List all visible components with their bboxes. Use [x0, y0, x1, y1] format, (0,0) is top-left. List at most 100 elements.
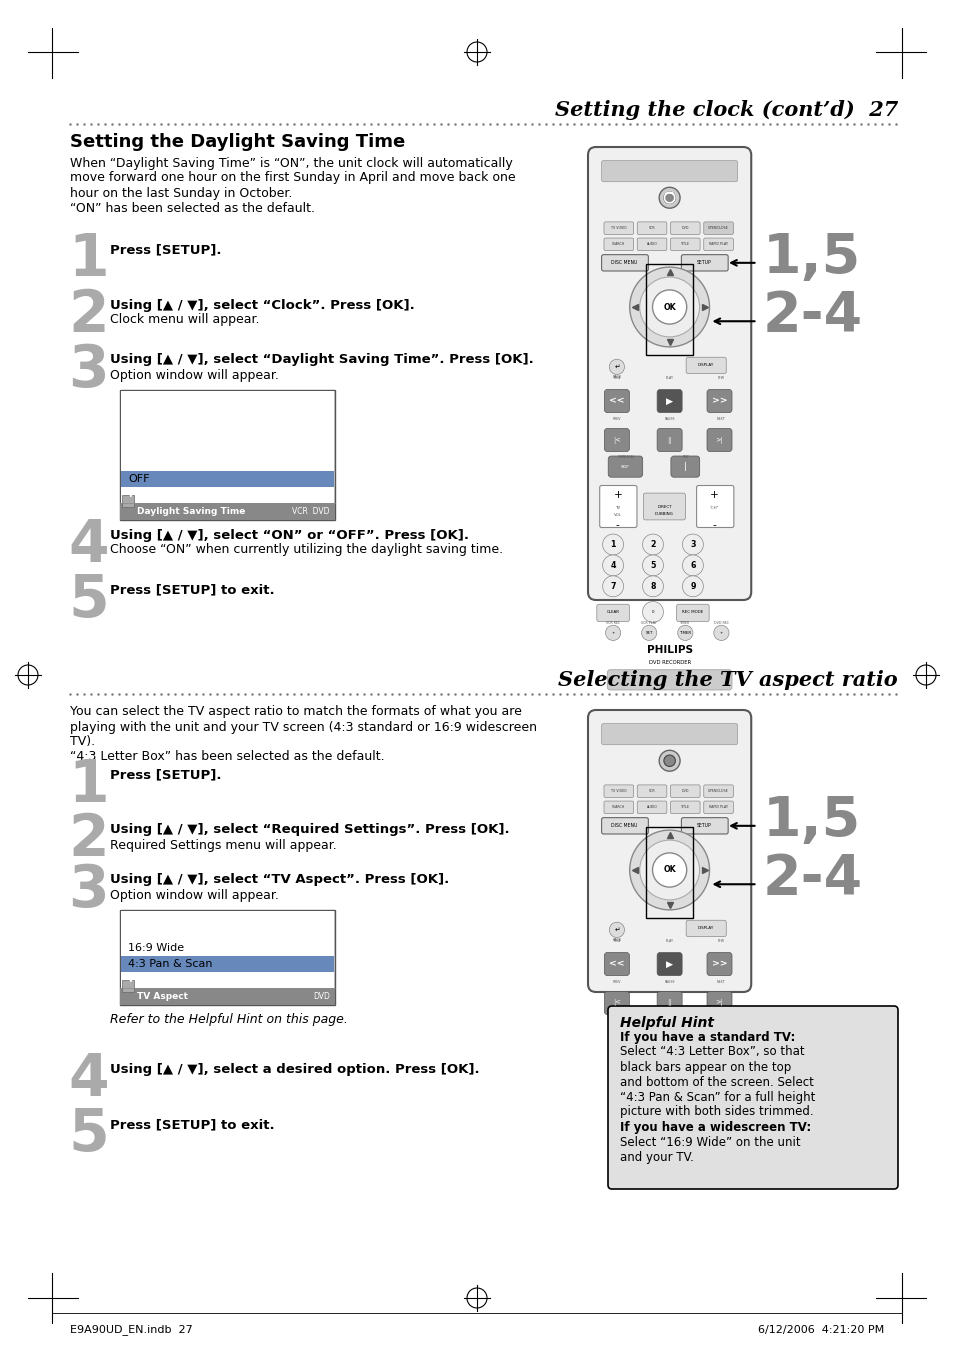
- FancyBboxPatch shape: [601, 254, 648, 272]
- FancyBboxPatch shape: [703, 785, 733, 797]
- Text: VCR: VCR: [648, 789, 655, 793]
- Text: VCR REC: VCR REC: [605, 621, 619, 626]
- Text: SKIP: SKIP: [620, 465, 629, 469]
- Text: “4:3 Letter Box” has been selected as the default.: “4:3 Letter Box” has been selected as th…: [70, 751, 384, 763]
- Text: VCR: VCR: [648, 226, 655, 230]
- Text: 1: 1: [68, 231, 109, 289]
- Text: If you have a widescreen TV:: If you have a widescreen TV:: [619, 1120, 810, 1133]
- Text: OPEN/CLOSE: OPEN/CLOSE: [707, 226, 728, 230]
- Text: DISC MENU: DISC MENU: [611, 823, 637, 828]
- Text: REW: REW: [613, 376, 620, 380]
- Text: “ON” has been selected as the default.: “ON” has been selected as the default.: [70, 201, 314, 215]
- FancyBboxPatch shape: [597, 604, 629, 621]
- FancyBboxPatch shape: [657, 389, 681, 412]
- Text: FFW: FFW: [718, 939, 724, 943]
- FancyBboxPatch shape: [670, 457, 699, 477]
- Text: OK: OK: [662, 866, 676, 874]
- Text: RAPID PLAY: RAPID PLAY: [708, 242, 727, 246]
- Text: >>: >>: [711, 397, 726, 405]
- Text: >|: >|: [715, 1000, 722, 1006]
- Text: Press [SETUP].: Press [SETUP].: [110, 769, 221, 781]
- FancyBboxPatch shape: [670, 785, 700, 797]
- Text: Using [▲ / ▼], select a desired option. Press [OK].: Using [▲ / ▼], select a desired option. …: [110, 1063, 479, 1077]
- Text: Option window will appear.: Option window will appear.: [110, 889, 278, 901]
- Text: CLEAR: CLEAR: [606, 609, 618, 613]
- Text: SETUP: SETUP: [697, 261, 711, 265]
- Text: Press [SETUP] to exit.: Press [SETUP] to exit.: [110, 1119, 274, 1132]
- Text: PAUSE: PAUSE: [663, 979, 674, 984]
- Circle shape: [639, 277, 699, 336]
- Text: 2-4: 2-4: [761, 852, 862, 907]
- FancyBboxPatch shape: [706, 952, 731, 975]
- FancyBboxPatch shape: [685, 357, 725, 374]
- Text: PREV: PREV: [612, 979, 620, 984]
- Bar: [645, 265, 693, 354]
- FancyBboxPatch shape: [670, 801, 700, 813]
- Bar: [645, 827, 693, 917]
- Text: TV: TV: [615, 507, 619, 511]
- Text: Daylight Saving Time: Daylight Saving Time: [137, 507, 245, 516]
- Text: Clock menu will appear.: Clock menu will appear.: [110, 313, 259, 327]
- Text: Using [▲ / ▼], select “Required Settings”. Press [OK].: Using [▲ / ▼], select “Required Settings…: [110, 824, 509, 836]
- Text: Option window will appear.: Option window will appear.: [110, 369, 278, 381]
- Text: ▶: ▶: [665, 959, 673, 969]
- Text: STOP: STOP: [682, 455, 689, 459]
- Text: ||: ||: [667, 436, 671, 443]
- Text: hour on the last Sunday in October.: hour on the last Sunday in October.: [70, 186, 292, 200]
- Text: 2-4: 2-4: [761, 289, 862, 343]
- Text: >>: >>: [711, 959, 726, 969]
- Text: Press [SETUP].: Press [SETUP].: [110, 243, 221, 257]
- Text: PAUSE: PAUSE: [663, 417, 674, 422]
- Circle shape: [642, 555, 662, 576]
- Bar: [121, 390, 334, 503]
- FancyBboxPatch shape: [657, 952, 681, 975]
- FancyBboxPatch shape: [587, 147, 750, 600]
- Text: +: +: [611, 631, 614, 635]
- Text: ||: ||: [667, 1000, 671, 1006]
- FancyBboxPatch shape: [657, 428, 681, 451]
- FancyBboxPatch shape: [670, 222, 700, 235]
- Text: DVD: DVD: [680, 789, 688, 793]
- Text: +: +: [719, 631, 722, 635]
- Text: VCR  DVD: VCR DVD: [293, 507, 330, 516]
- FancyBboxPatch shape: [706, 389, 731, 412]
- FancyBboxPatch shape: [604, 952, 629, 975]
- Text: |<: |<: [613, 1000, 620, 1006]
- Text: SEARCH: SEARCH: [612, 805, 625, 809]
- FancyBboxPatch shape: [680, 817, 727, 834]
- Text: TITLE: TITLE: [680, 805, 689, 809]
- Text: Setting the Daylight Saving Time: Setting the Daylight Saving Time: [70, 132, 405, 151]
- Circle shape: [609, 923, 624, 938]
- Text: 5: 5: [68, 1106, 109, 1163]
- Text: 1,5: 1,5: [761, 794, 860, 848]
- Text: 2: 2: [68, 812, 109, 869]
- Text: OFF: OFF: [128, 474, 150, 484]
- FancyBboxPatch shape: [601, 724, 737, 744]
- Bar: [120, 390, 335, 520]
- Bar: [122, 494, 133, 507]
- Text: VOL: VOL: [613, 513, 621, 517]
- Text: Select “4:3 Letter Box”, so that: Select “4:3 Letter Box”, so that: [619, 1046, 803, 1058]
- Circle shape: [659, 188, 679, 208]
- Text: +: +: [613, 490, 621, 500]
- Text: DISPLAY: DISPLAY: [698, 363, 714, 367]
- Text: -: -: [712, 520, 716, 531]
- Text: NEXT: NEXT: [717, 979, 725, 984]
- Bar: [120, 911, 335, 1005]
- FancyBboxPatch shape: [676, 604, 708, 621]
- FancyBboxPatch shape: [607, 1006, 897, 1189]
- Circle shape: [677, 626, 692, 640]
- Circle shape: [609, 359, 624, 374]
- Text: <<: <<: [609, 397, 624, 405]
- Circle shape: [681, 534, 702, 555]
- FancyBboxPatch shape: [637, 238, 666, 250]
- Circle shape: [681, 576, 702, 597]
- FancyBboxPatch shape: [680, 254, 727, 272]
- Text: BACK: BACK: [612, 376, 620, 380]
- Text: SEARCH: SEARCH: [612, 242, 625, 246]
- FancyBboxPatch shape: [703, 222, 733, 235]
- Text: 1,5: 1,5: [761, 231, 860, 285]
- Text: DVD REC: DVD REC: [713, 621, 728, 626]
- Text: 4: 4: [610, 561, 616, 570]
- Text: ↵: ↵: [614, 363, 619, 370]
